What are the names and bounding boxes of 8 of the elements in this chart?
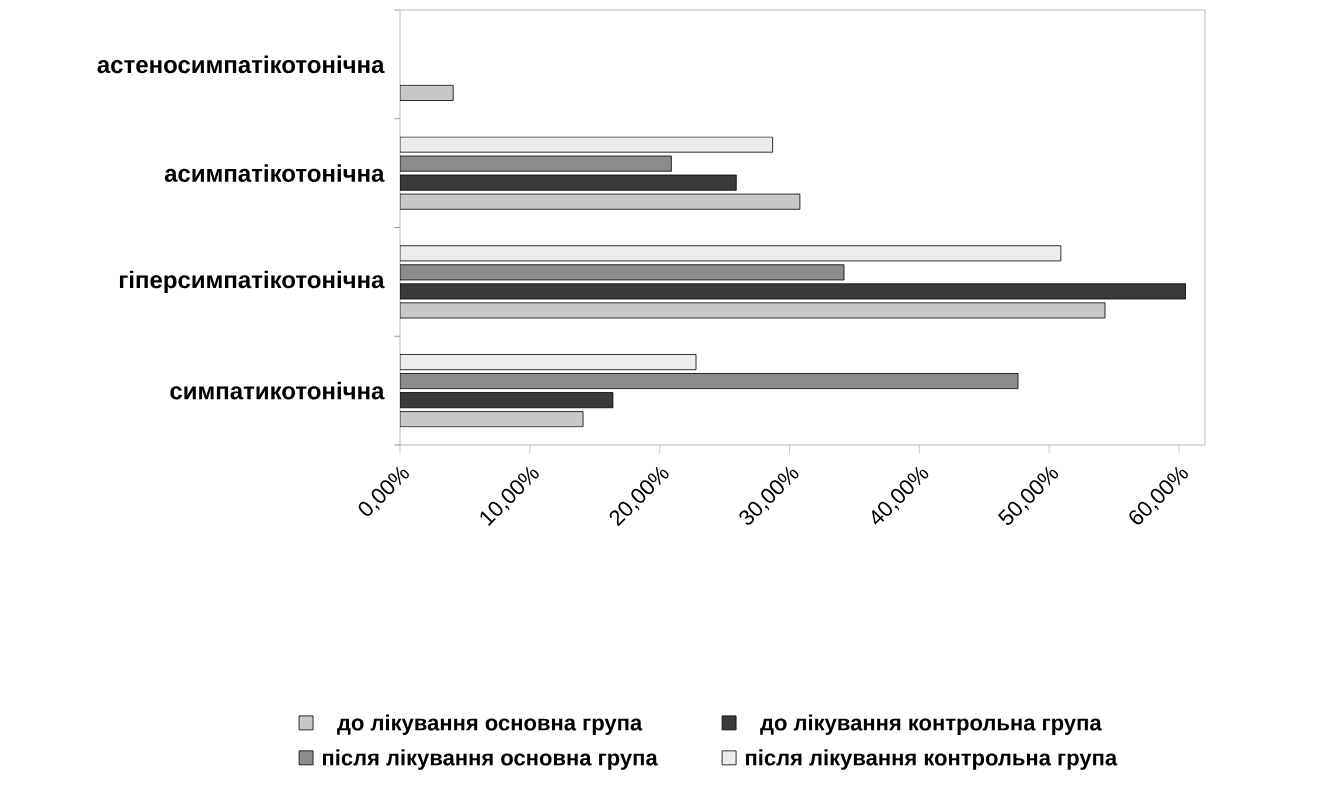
legend-label: після лікування контрольна група — [746, 749, 1118, 770]
y-tick-label: асимпатікотонічна — [164, 164, 385, 182]
y-tick-label: астеносимпатікотонічна — [97, 55, 385, 74]
legend-label: після лікування основна група — [323, 749, 658, 770]
legend-label: до лікування контрольна група — [760, 714, 1102, 735]
y-tick-label: симпатикотонічна — [170, 381, 385, 400]
y-tick-label: гіперсимпатікотонічна — [119, 270, 385, 294]
legend-label: до лікування основна група — [337, 714, 643, 735]
